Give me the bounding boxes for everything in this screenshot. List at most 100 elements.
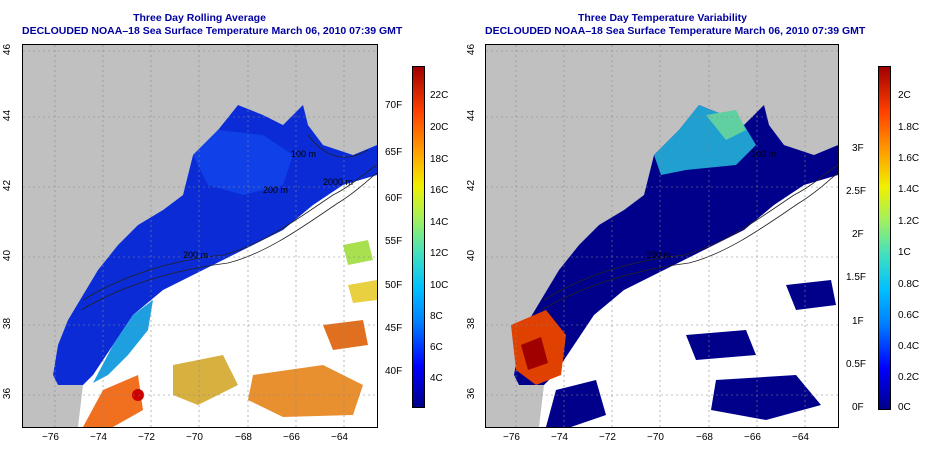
left-title-sub: DECLOUDED NOAA–18 Sea Surface Temperatur… bbox=[22, 25, 403, 37]
var-offshore-patch bbox=[546, 380, 606, 427]
cb-fahrenheit-label: 2.5F bbox=[846, 186, 867, 197]
x-tick: −70 bbox=[186, 432, 203, 443]
cb-celsius-label: 0.8C bbox=[898, 279, 920, 290]
contour-label: 2000 m bbox=[323, 177, 354, 187]
x-tick: −64 bbox=[331, 432, 348, 443]
contour-line bbox=[80, 172, 377, 311]
cb-celsius-label: 10C bbox=[430, 280, 449, 291]
cb-celsius-label: 16C bbox=[430, 185, 449, 196]
contour-line bbox=[82, 164, 377, 301]
cb-celsius-label: 20C bbox=[430, 122, 449, 133]
contour-line bbox=[541, 172, 838, 311]
cb-celsius-label: 1.2C bbox=[898, 216, 920, 227]
x-tick: −72 bbox=[599, 432, 616, 443]
cb-fahrenheit-label: 40F bbox=[385, 366, 403, 377]
sst-warm-patch-6 bbox=[323, 320, 368, 350]
sst-warm-patch-2 bbox=[348, 280, 377, 303]
sst-warm-patch-3 bbox=[83, 375, 143, 427]
y-tick: 46 bbox=[466, 43, 478, 56]
land-mass bbox=[23, 45, 377, 385]
y-tick: 44 bbox=[466, 109, 478, 122]
x-tick: −72 bbox=[138, 432, 155, 443]
nova-scotia-land bbox=[293, 65, 377, 155]
contour-label: 200 m bbox=[263, 185, 289, 195]
x-tick: −64 bbox=[792, 432, 809, 443]
y-tick: 40 bbox=[2, 249, 14, 262]
sst-warm-patch-5 bbox=[173, 355, 238, 405]
cb-fahrenheit-label: 3F bbox=[852, 143, 864, 154]
left-colorbar bbox=[412, 66, 425, 408]
sst-warm-patch-4 bbox=[248, 365, 363, 417]
x-tick: −74 bbox=[90, 432, 107, 443]
sst-warm-patch-1 bbox=[343, 240, 373, 265]
var-offshore-patch bbox=[786, 280, 836, 310]
right-colorbar bbox=[878, 66, 891, 410]
cb-fahrenheit-label: 1.5F bbox=[846, 272, 867, 283]
cb-celsius-label: 18C bbox=[430, 154, 449, 165]
cb-celsius-label: 1.4C bbox=[898, 184, 920, 195]
y-tick: 42 bbox=[2, 179, 14, 192]
x-tick: −74 bbox=[551, 432, 568, 443]
cb-celsius-label: 4C bbox=[430, 373, 443, 384]
cb-celsius-label: 0.2C bbox=[898, 372, 920, 383]
cb-fahrenheit-label: 50F bbox=[385, 280, 403, 291]
cb-fahrenheit-label: 2F bbox=[852, 229, 864, 240]
contour-line bbox=[307, 134, 369, 158]
cb-celsius-label: 12C bbox=[430, 248, 449, 259]
y-tick: 44 bbox=[2, 109, 14, 122]
contour-label: 200 m bbox=[183, 250, 209, 260]
y-tick: 36 bbox=[466, 387, 478, 400]
var-offshore-patch bbox=[711, 375, 821, 420]
cb-celsius-label: 1C bbox=[898, 247, 911, 258]
y-tick: 38 bbox=[466, 317, 478, 330]
left-map: 100 m 200 m 2000 m 200 m bbox=[22, 44, 378, 428]
cb-fahrenheit-label: 65F bbox=[385, 147, 403, 158]
cb-celsius-label: 1.8C bbox=[898, 122, 920, 133]
y-tick: 42 bbox=[466, 179, 478, 192]
cb-celsius-label: 6C bbox=[430, 342, 443, 353]
x-tick: −70 bbox=[647, 432, 664, 443]
land-mass bbox=[486, 45, 838, 385]
x-tick: −68 bbox=[235, 432, 252, 443]
cb-celsius-label: 0.6C bbox=[898, 310, 920, 321]
cb-celsius-label: 22C bbox=[430, 90, 449, 101]
cb-celsius-label: 0C bbox=[898, 402, 911, 413]
sst-mid-shelf bbox=[93, 300, 153, 383]
x-tick: −76 bbox=[503, 432, 520, 443]
sst-gulfmaine bbox=[193, 130, 293, 195]
right-title-sub: DECLOUDED NOAA–18 Sea Surface Temperatur… bbox=[485, 25, 866, 37]
x-tick: −66 bbox=[283, 432, 300, 443]
x-tick: −68 bbox=[696, 432, 713, 443]
var-offshore-patch bbox=[686, 330, 756, 360]
cb-fahrenheit-label: 0.5F bbox=[846, 359, 867, 370]
y-tick: 38 bbox=[2, 317, 14, 330]
cb-celsius-label: 2C bbox=[898, 90, 911, 101]
cb-fahrenheit-label: 0F bbox=[852, 402, 864, 413]
x-tick: −76 bbox=[42, 432, 59, 443]
cb-fahrenheit-label: 70F bbox=[385, 100, 403, 111]
right-map: 100 m 200 m bbox=[485, 44, 839, 428]
left-title: Three Day Rolling Average DECLOUDED NOAA… bbox=[22, 12, 403, 38]
y-tick: 40 bbox=[466, 249, 478, 262]
cb-fahrenheit-label: 60F bbox=[385, 193, 403, 204]
cb-fahrenheit-label: 45F bbox=[385, 323, 403, 334]
cape-hatteras-land bbox=[23, 385, 83, 427]
var-gulfmaine-warm bbox=[706, 110, 746, 140]
contour-label: 200 m bbox=[646, 250, 672, 260]
y-tick: 36 bbox=[2, 387, 14, 400]
left-title-main: Three Day Rolling Average bbox=[133, 12, 266, 24]
cb-celsius-label: 1.6C bbox=[898, 153, 920, 164]
nova-scotia-land bbox=[754, 65, 838, 155]
cb-fahrenheit-label: 1F bbox=[852, 316, 864, 327]
contour-label: 100 m bbox=[291, 149, 317, 159]
x-tick: −66 bbox=[744, 432, 761, 443]
cape-hatteras-land bbox=[486, 385, 544, 427]
right-title-main: Three Day Temperature Variability bbox=[577, 12, 748, 24]
contour-line bbox=[543, 164, 838, 301]
contour-label: 100 m bbox=[751, 149, 777, 159]
cb-fahrenheit-label: 55F bbox=[385, 236, 403, 247]
right-title: Three Day Temperature Variability DECLOU… bbox=[485, 12, 866, 38]
cb-celsius-label: 8C bbox=[430, 311, 443, 322]
y-tick: 46 bbox=[2, 43, 14, 56]
var-hatteras-peak bbox=[521, 337, 548, 370]
